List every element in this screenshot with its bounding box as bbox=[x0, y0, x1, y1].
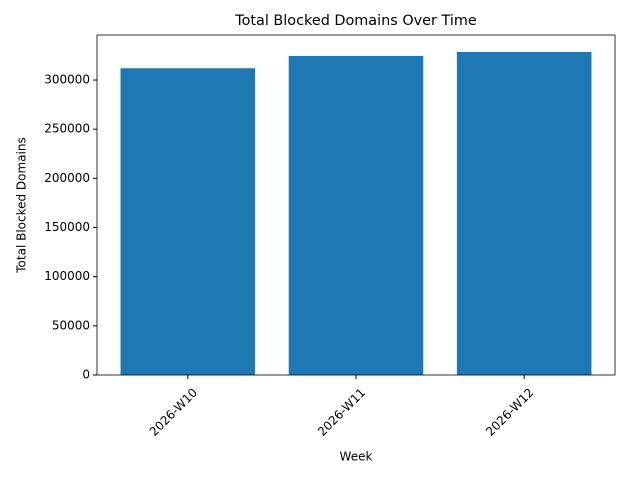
bar bbox=[288, 55, 424, 375]
chart-title: Total Blocked Domains Over Time bbox=[234, 13, 477, 29]
y-tick-label: 300000 bbox=[44, 73, 90, 87]
x-tick-label: 2026-W12 bbox=[483, 385, 536, 438]
bar bbox=[120, 68, 256, 375]
plot-frame bbox=[96, 34, 616, 376]
x-axis-label: Week bbox=[340, 450, 373, 464]
y-tick-label: 100000 bbox=[44, 269, 90, 283]
y-axis-label: Total Blocked Domains bbox=[15, 137, 29, 274]
y-tick-label: 150000 bbox=[44, 220, 90, 234]
y-tick-label: 200000 bbox=[44, 171, 90, 185]
x-tick-label: 2026-W10 bbox=[147, 385, 200, 438]
y-tick-label: 250000 bbox=[44, 122, 90, 136]
y-tick-label: 0 bbox=[82, 368, 90, 382]
x-tick-label: 2026-W11 bbox=[315, 385, 368, 438]
y-tick-label: 50000 bbox=[52, 318, 90, 332]
bar bbox=[456, 52, 592, 376]
